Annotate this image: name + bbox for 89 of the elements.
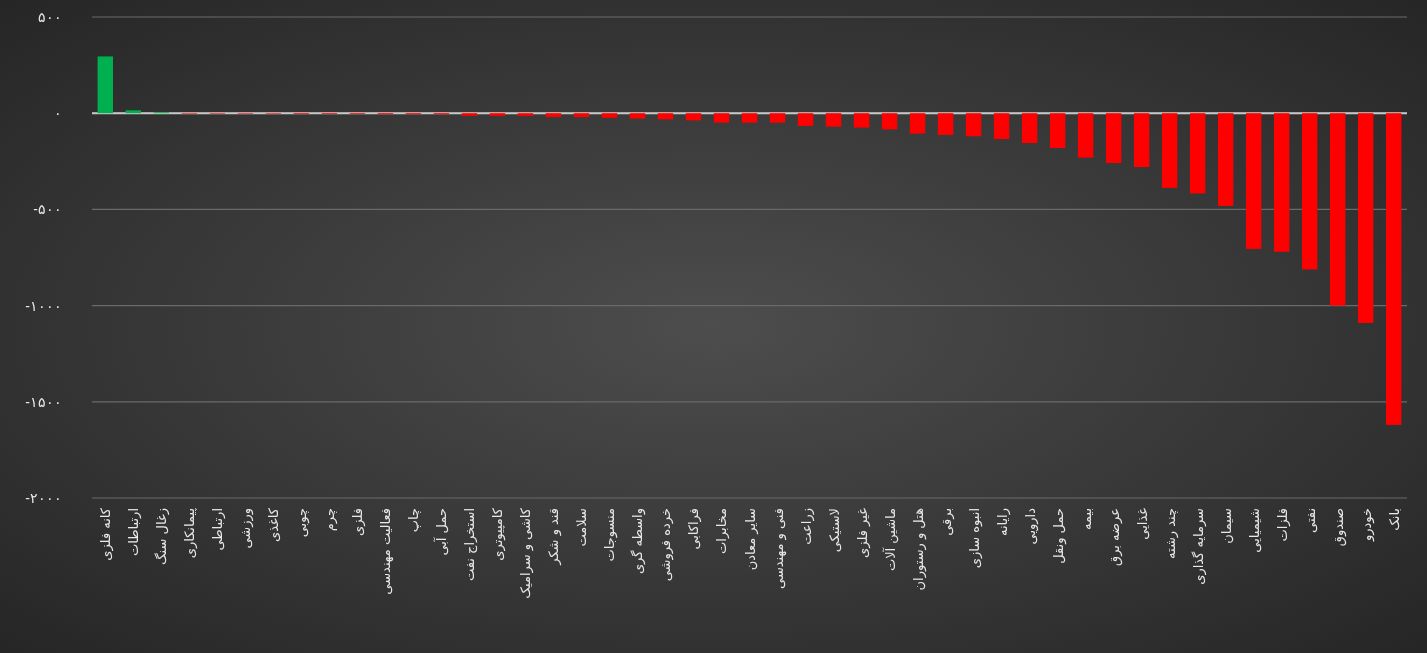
x-tick-label: هتل و رستوران — [910, 507, 927, 591]
bar — [1301, 113, 1318, 270]
x-tick-label: سلامت — [574, 508, 590, 547]
x-tick-label: استخراج نفت — [462, 508, 479, 582]
x-tick-label: عرضه برق — [1106, 508, 1123, 566]
bar — [1105, 113, 1122, 164]
x-tick-label: چرم — [322, 508, 339, 532]
y-tick-label: -۱۰۰۰ — [25, 297, 62, 314]
bar — [517, 113, 534, 116]
x-tick-label: فلزی — [350, 508, 367, 536]
x-tick-label: چاپ — [406, 508, 422, 533]
x-tick-label: دارویی — [1022, 507, 1039, 545]
x-tick-label: چوبی — [294, 508, 311, 538]
bar — [601, 113, 618, 118]
x-tick-label: قند و شکر — [546, 508, 563, 566]
x-tick-label: انبوه سازی — [966, 508, 983, 569]
x-tick-label: سیمان — [1218, 508, 1234, 544]
x-tick-label: سایر معادن — [742, 508, 759, 571]
x-tick-label: بانک — [1386, 508, 1402, 531]
x-tick-label: خرده فروشی — [658, 508, 675, 582]
bar — [909, 113, 926, 134]
bar — [1273, 113, 1290, 252]
x-tick-label: ورزشی — [238, 508, 255, 549]
x-tick-label: صندوق — [1330, 508, 1347, 547]
bar — [1329, 113, 1346, 306]
y-tick-label: -۲۰۰۰ — [25, 489, 62, 506]
y-tick-label: -۱۵۰۰ — [25, 393, 62, 410]
bar — [1357, 113, 1374, 323]
bar — [797, 113, 814, 126]
x-tick-label: ارتباطی — [210, 508, 227, 551]
x-tick-label: ماشین آلات — [881, 508, 899, 572]
bar — [657, 113, 674, 120]
x-tick-label: زراعت — [798, 508, 815, 545]
x-tick-label: سرمایه گذاری — [1190, 508, 1207, 585]
x-tick-label: کامپیوتری — [490, 507, 507, 561]
x-tick-label: حمل ونقل — [1050, 508, 1067, 564]
x-tick-label: کاغذی — [266, 507, 282, 542]
x-tick-label: ارتباطات — [126, 508, 143, 556]
x-tick-label: واسطه گری — [630, 508, 647, 575]
x-tick-label: فراکابی — [686, 508, 703, 550]
bar — [881, 113, 898, 130]
x-tick-label: مخابرات — [714, 508, 731, 554]
x-tick-label: بیمه — [1078, 508, 1094, 531]
bar — [993, 113, 1010, 139]
bar — [573, 113, 590, 118]
bar — [825, 113, 842, 127]
bar — [1161, 113, 1178, 188]
bar — [97, 56, 114, 114]
x-tick-label: پیمانکاری — [182, 507, 199, 559]
y-tick-label: -۵۰۰ — [33, 201, 62, 218]
x-tick-label: غیر فلزی — [854, 507, 871, 558]
x-tick-label: منسوجات — [602, 508, 619, 562]
bar — [545, 113, 562, 118]
x-tick-label: چند رشته — [1162, 508, 1179, 559]
bar — [125, 110, 142, 114]
x-tick-label: غذایی — [1134, 507, 1150, 540]
x-tick-label: برقی — [938, 508, 955, 536]
x-tick-label: فلزات — [1274, 508, 1291, 542]
x-tick-label: رایانه — [994, 508, 1011, 537]
x-tick-label: خودرو — [1358, 508, 1375, 543]
y-tick-label: ٠ — [54, 105, 62, 122]
x-tick-label: حمل آبی — [433, 508, 450, 556]
x-tick-label: زغال سنگ — [154, 508, 171, 566]
bar — [769, 113, 786, 123]
bar — [965, 113, 982, 137]
x-tick-label: فنی و مهندسی — [770, 508, 787, 589]
bar — [1133, 113, 1150, 168]
bar — [489, 113, 506, 116]
bar — [713, 113, 730, 123]
bar — [1385, 113, 1402, 425]
x-tick-label: فعالیت مهندسی — [378, 508, 395, 595]
x-tick-label: لاستیکی — [826, 508, 842, 553]
x-tick-label: شیمیایی — [1246, 508, 1262, 553]
bar — [629, 113, 646, 119]
bar — [741, 113, 758, 123]
bar — [1077, 113, 1094, 158]
x-tick-label: کانه فلزی — [98, 507, 115, 561]
bar — [1189, 113, 1206, 194]
bar — [1049, 113, 1066, 149]
bar — [1245, 113, 1262, 249]
bar — [461, 113, 478, 116]
bar — [853, 113, 870, 128]
x-tick-label: نفتی — [1302, 508, 1318, 533]
bar — [1217, 113, 1234, 206]
bar — [1021, 113, 1038, 144]
y-tick-label: ۵۰۰ — [38, 8, 62, 25]
x-tick-label: کاشی و سرامیک — [518, 507, 535, 599]
bar — [685, 113, 702, 121]
bar — [937, 113, 954, 135]
